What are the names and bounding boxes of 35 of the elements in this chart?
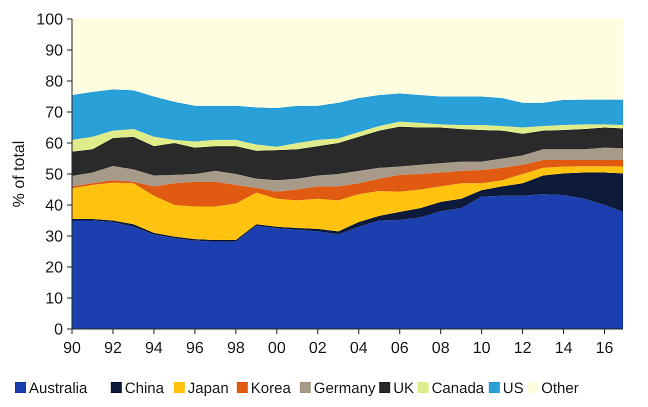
y-tick-label: 30 <box>45 228 64 246</box>
x-tick-label: 00 <box>268 340 286 357</box>
y-tick-label: 50 <box>45 166 64 184</box>
y-axis-title: % of total <box>11 140 28 208</box>
y-tick-label: 90 <box>45 42 64 60</box>
y-tick-label: 70 <box>45 104 64 122</box>
x-tick-label: 12 <box>514 340 532 357</box>
y-tick-label: 60 <box>45 136 64 153</box>
legend-label: Japan <box>188 380 229 397</box>
x-tick-label: 04 <box>350 340 368 357</box>
legend-label: China <box>124 380 165 397</box>
x-tick-label: 02 <box>308 340 327 357</box>
x-tick-label: 06 <box>390 340 409 357</box>
y-tick-label: 80 <box>45 74 64 91</box>
x-tick-label: 14 <box>554 340 573 357</box>
x-tick-label: 10 <box>472 340 491 357</box>
x-tick-label: 92 <box>104 340 122 357</box>
legend-label: Korea <box>250 380 292 397</box>
x-tick-label: 90 <box>63 340 81 357</box>
legend-label: UK <box>393 380 414 397</box>
y-tick-label: 0 <box>54 322 64 339</box>
legend-label: US <box>502 380 524 397</box>
legend-label: Other <box>541 380 579 397</box>
legend-label: Canada <box>432 380 485 397</box>
y-tick-label: 100 <box>36 12 64 29</box>
legend-label: Australia <box>29 380 88 397</box>
y-tick-label: 20 <box>45 260 64 277</box>
x-tick-label: 08 <box>432 340 450 357</box>
legend-label: Germany <box>314 380 376 397</box>
y-tick-label: 40 <box>45 198 64 215</box>
x-tick-label: 96 <box>186 340 204 357</box>
x-tick-label: 16 <box>596 340 614 357</box>
x-tick-label: 98 <box>226 340 245 357</box>
x-tick-label: 94 <box>145 340 163 357</box>
y-tick-label: 10 <box>45 290 64 308</box>
